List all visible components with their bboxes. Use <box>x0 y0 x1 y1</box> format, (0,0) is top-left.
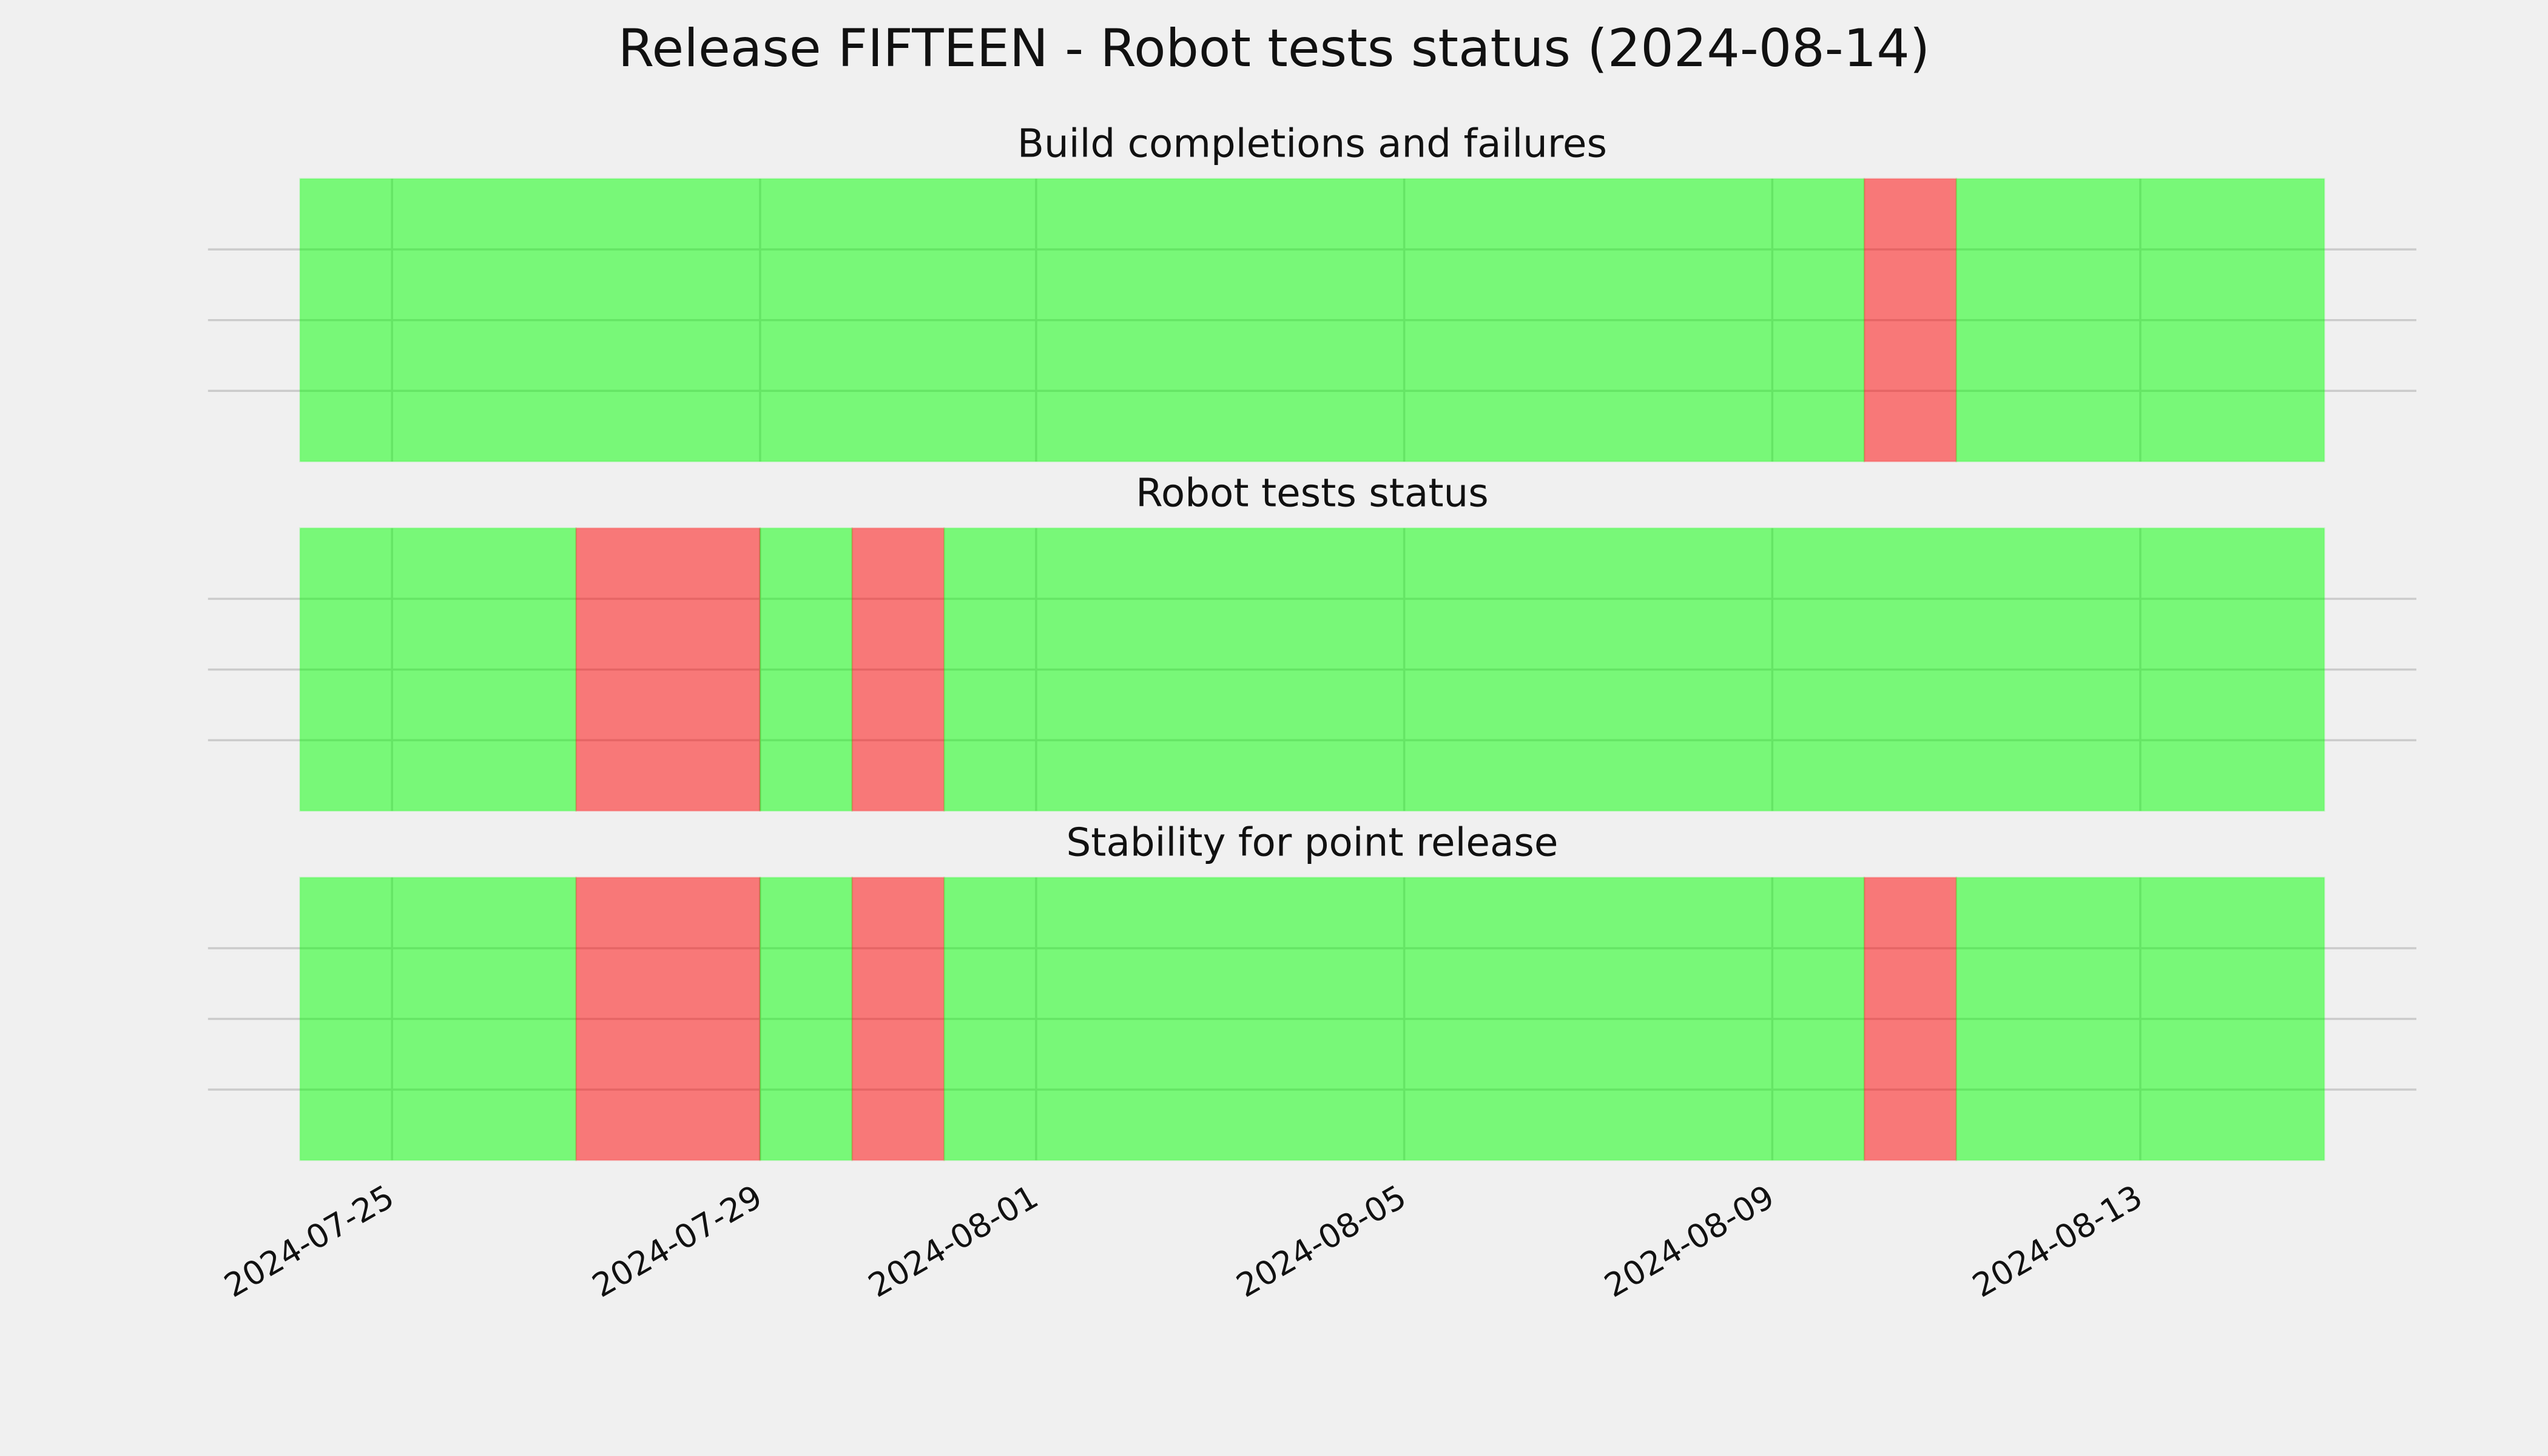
status-segment <box>299 527 577 812</box>
status-segment <box>759 877 853 1161</box>
status-segment <box>759 527 853 812</box>
status-segment <box>1955 877 2325 1161</box>
status-segment <box>1955 178 2325 463</box>
status-segment <box>851 527 945 812</box>
status-segment <box>575 877 761 1161</box>
status-segment <box>943 877 1866 1161</box>
subplot-title: Stability for point release <box>1067 820 1559 865</box>
subplot-title: Build completions and failures <box>1017 121 1607 167</box>
subplot-title: Robot tests status <box>1136 471 1489 516</box>
status-segment <box>851 877 945 1161</box>
status-segment <box>299 178 1866 463</box>
status-segment <box>1863 877 1958 1161</box>
chart-title: Release FIFTEEN - Robot tests status (20… <box>618 18 1930 79</box>
status-segment <box>1863 178 1958 463</box>
status-segment <box>575 527 761 812</box>
status-segment <box>299 877 577 1161</box>
status-segment <box>943 527 2325 812</box>
